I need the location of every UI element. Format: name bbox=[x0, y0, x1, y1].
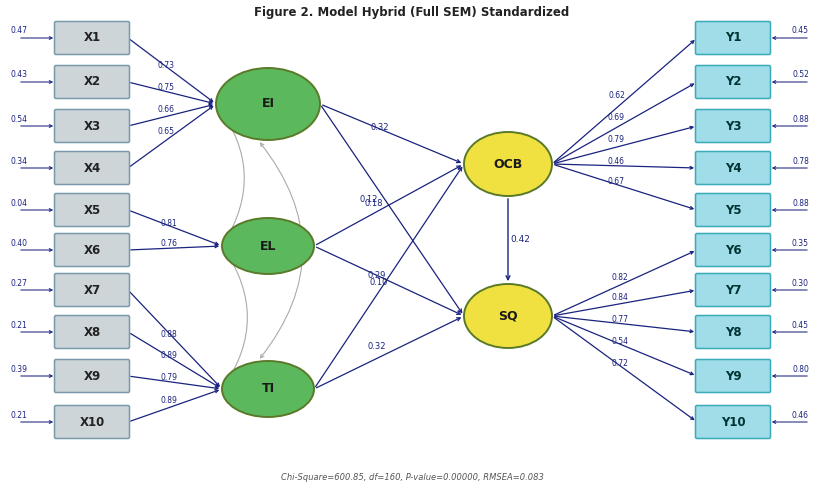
FancyBboxPatch shape bbox=[54, 406, 130, 439]
Text: 0.47: 0.47 bbox=[11, 27, 27, 36]
FancyBboxPatch shape bbox=[695, 152, 771, 184]
Ellipse shape bbox=[464, 132, 552, 196]
Text: 0.35: 0.35 bbox=[792, 239, 809, 247]
Text: 0.29: 0.29 bbox=[368, 271, 386, 280]
Text: 0.42: 0.42 bbox=[510, 236, 530, 245]
Ellipse shape bbox=[222, 218, 314, 274]
FancyBboxPatch shape bbox=[54, 110, 130, 142]
Text: Figure 2. Model Hybrid (Full SEM) Standardized: Figure 2. Model Hybrid (Full SEM) Standa… bbox=[254, 6, 569, 19]
Text: 0.84: 0.84 bbox=[611, 293, 628, 302]
Text: 0.89: 0.89 bbox=[161, 396, 177, 405]
Text: 0.46: 0.46 bbox=[792, 411, 809, 419]
FancyBboxPatch shape bbox=[54, 22, 130, 54]
Text: X7: X7 bbox=[83, 284, 101, 296]
Text: 0.30: 0.30 bbox=[792, 279, 809, 288]
Text: 0.18: 0.18 bbox=[365, 200, 384, 208]
Text: 0.39: 0.39 bbox=[11, 365, 27, 373]
Text: 0.04: 0.04 bbox=[11, 199, 27, 207]
Text: Y5: Y5 bbox=[724, 204, 742, 216]
Text: 0.88: 0.88 bbox=[792, 199, 809, 207]
Text: X10: X10 bbox=[79, 415, 105, 428]
Text: 0.69: 0.69 bbox=[608, 114, 625, 123]
Text: TI: TI bbox=[262, 382, 275, 396]
FancyBboxPatch shape bbox=[695, 194, 771, 227]
Text: SQ: SQ bbox=[498, 310, 518, 323]
Text: Y2: Y2 bbox=[724, 76, 741, 88]
Text: OCB: OCB bbox=[493, 158, 522, 170]
Ellipse shape bbox=[222, 361, 314, 417]
FancyBboxPatch shape bbox=[54, 234, 130, 266]
Text: X4: X4 bbox=[83, 162, 101, 174]
FancyBboxPatch shape bbox=[695, 360, 771, 393]
Text: 0.88: 0.88 bbox=[792, 115, 809, 124]
Text: Y1: Y1 bbox=[724, 32, 741, 44]
Text: X3: X3 bbox=[83, 120, 101, 132]
FancyBboxPatch shape bbox=[54, 360, 130, 393]
Text: 0.67: 0.67 bbox=[608, 177, 625, 187]
Text: 0.76: 0.76 bbox=[161, 239, 177, 247]
Text: 0.80: 0.80 bbox=[792, 365, 809, 373]
Text: X5: X5 bbox=[83, 204, 101, 216]
FancyBboxPatch shape bbox=[54, 194, 130, 227]
Text: X1: X1 bbox=[83, 32, 101, 44]
Text: X9: X9 bbox=[83, 370, 101, 382]
Text: Y9: Y9 bbox=[724, 370, 742, 382]
Text: 0.54: 0.54 bbox=[11, 115, 27, 124]
Text: 0.78: 0.78 bbox=[792, 157, 809, 165]
Text: 0.62: 0.62 bbox=[608, 91, 625, 100]
FancyBboxPatch shape bbox=[54, 316, 130, 348]
Text: 0.79: 0.79 bbox=[161, 373, 177, 382]
Text: 0.21: 0.21 bbox=[11, 321, 27, 329]
Text: 0.12: 0.12 bbox=[360, 195, 378, 204]
Text: Y3: Y3 bbox=[724, 120, 741, 132]
Text: EI: EI bbox=[262, 97, 275, 111]
Text: Y4: Y4 bbox=[724, 162, 742, 174]
Text: Y8: Y8 bbox=[724, 326, 742, 338]
Text: 0.72: 0.72 bbox=[611, 360, 628, 369]
Text: 0.34: 0.34 bbox=[11, 157, 27, 165]
FancyBboxPatch shape bbox=[695, 316, 771, 348]
Text: 0.82: 0.82 bbox=[611, 274, 628, 283]
Text: 0.54: 0.54 bbox=[611, 336, 628, 345]
Text: 0.89: 0.89 bbox=[161, 351, 177, 360]
Text: 0.73: 0.73 bbox=[158, 61, 175, 71]
Text: X8: X8 bbox=[83, 326, 101, 338]
Text: 0.77: 0.77 bbox=[611, 315, 628, 324]
Text: 0.43: 0.43 bbox=[11, 71, 27, 80]
Text: X2: X2 bbox=[83, 76, 101, 88]
Text: Y6: Y6 bbox=[724, 244, 742, 256]
Text: 0.75: 0.75 bbox=[158, 83, 175, 92]
Text: EL: EL bbox=[260, 240, 276, 252]
Text: Y7: Y7 bbox=[724, 284, 741, 296]
Text: 0.65: 0.65 bbox=[158, 126, 175, 135]
Text: 0.52: 0.52 bbox=[792, 71, 809, 80]
Text: 0.27: 0.27 bbox=[11, 279, 27, 288]
Ellipse shape bbox=[216, 68, 320, 140]
FancyBboxPatch shape bbox=[695, 66, 771, 98]
Text: 0.79: 0.79 bbox=[608, 135, 625, 145]
Text: 0.45: 0.45 bbox=[792, 321, 809, 329]
FancyBboxPatch shape bbox=[54, 66, 130, 98]
Text: 0.40: 0.40 bbox=[11, 239, 27, 247]
Text: 0.10: 0.10 bbox=[370, 278, 389, 287]
Ellipse shape bbox=[464, 284, 552, 348]
FancyBboxPatch shape bbox=[54, 152, 130, 184]
Text: Y10: Y10 bbox=[721, 415, 745, 428]
Text: X6: X6 bbox=[83, 244, 101, 256]
Text: 0.88: 0.88 bbox=[161, 330, 177, 339]
Text: 0.46: 0.46 bbox=[608, 157, 625, 165]
FancyBboxPatch shape bbox=[695, 274, 771, 306]
Text: 0.81: 0.81 bbox=[161, 218, 177, 228]
Text: 0.32: 0.32 bbox=[368, 342, 386, 351]
Text: 0.66: 0.66 bbox=[158, 106, 175, 115]
Text: 0.32: 0.32 bbox=[370, 124, 389, 132]
FancyBboxPatch shape bbox=[54, 274, 130, 306]
Text: 0.21: 0.21 bbox=[11, 411, 27, 419]
Text: 0.45: 0.45 bbox=[792, 27, 809, 36]
FancyBboxPatch shape bbox=[695, 406, 771, 439]
Text: Chi-Square=600.85, df=160, P-value=0.00000, RMSEA=0.083: Chi-Square=600.85, df=160, P-value=0.000… bbox=[280, 473, 544, 482]
FancyBboxPatch shape bbox=[695, 22, 771, 54]
FancyBboxPatch shape bbox=[695, 110, 771, 142]
FancyBboxPatch shape bbox=[695, 234, 771, 266]
